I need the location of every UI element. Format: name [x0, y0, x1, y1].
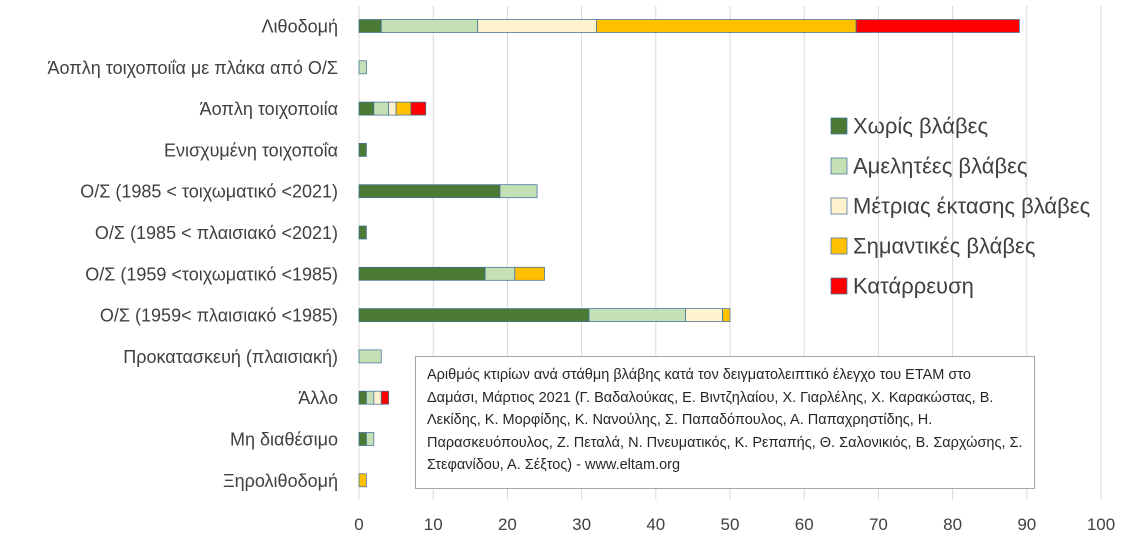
bar-segment: [358, 143, 367, 157]
x-tick-label: 60: [795, 515, 814, 534]
legend-label: Μέτριας έκτασης βλάβες: [853, 194, 1090, 219]
bar-segment: [358, 19, 382, 33]
x-tick-label: 20: [498, 515, 517, 534]
bar-segment: [373, 101, 390, 116]
bar-segment: [499, 184, 538, 199]
bar-segment: [855, 19, 1020, 33]
bar-segment: [358, 184, 501, 199]
x-tick-label: 30: [572, 515, 591, 534]
bar-segment: [588, 308, 686, 322]
x-tick-label: 10: [424, 515, 443, 534]
x-tick-label: 80: [943, 515, 962, 534]
category-label: Προκατασκευή (πλαισιακή): [123, 347, 338, 367]
category-label: Μη διαθέσιμο: [230, 430, 338, 450]
x-tick-label: 70: [869, 515, 888, 534]
category-label: Ο/Σ (1985 < τοιχωματικό <2021): [80, 182, 338, 202]
bar-segment: [395, 101, 412, 116]
bar-segment: [358, 60, 367, 75]
bar-segment: [410, 101, 427, 116]
legend-swatch: [830, 277, 848, 295]
bar-segment: [358, 432, 367, 446]
x-tick-label: 0: [354, 515, 363, 534]
bar-segment: [373, 390, 382, 405]
bar-segment: [358, 101, 375, 116]
category-label: Άοπλη τοιχοποιΐα με πλάκα από Ο/Σ: [48, 58, 338, 78]
bar-segment: [358, 349, 382, 364]
bar-segment: [358, 266, 486, 281]
category-label: Άοπλη τοιχοποιία: [200, 99, 338, 119]
x-tick-label: 90: [1017, 515, 1036, 534]
category-label: Λιθοδομή: [262, 17, 338, 37]
legend-label: Αμελητέες βλάβες: [853, 154, 1028, 179]
legend: Χωρίς βλάβες Αμελητέες βλάβες Μέτριας έκτα…: [830, 114, 1090, 299]
bar-segment: [484, 266, 516, 281]
bar-segment: [380, 19, 479, 33]
category-label: Ξηρολιθοδομή: [223, 471, 338, 491]
category-label: Ο/Σ (1959< πλαισιακό <1985): [100, 306, 338, 326]
category-label: Ενισχυμένη τοιχοποΐα: [164, 140, 338, 160]
bar-segment: [596, 19, 857, 33]
category-label: Άλλο: [298, 388, 338, 408]
bar-segment: [366, 390, 375, 405]
bar-segment: [358, 390, 367, 405]
legend-label: Χωρίς βλάβες: [853, 114, 988, 139]
category-label: Ο/Σ (1985 < πλαισιακό <2021): [95, 223, 338, 243]
bar-segment: [358, 225, 367, 240]
legend-swatch: [830, 197, 848, 215]
legend-swatch: [830, 117, 848, 135]
legend-swatch: [830, 157, 848, 175]
bar-segment: [685, 308, 723, 322]
bar-segment: [358, 308, 590, 322]
source-annotation: Αριθμός κτιρίων ανά στάθμη βλάβης κατά τ…: [415, 356, 1035, 489]
x-tick-labels: 0 10 20 30 40 50 60 70 80 90 100: [354, 515, 1115, 534]
bar-segment: [358, 473, 367, 488]
category-label: Ο/Σ (1959 <τοιχωματικό <1985): [85, 264, 338, 284]
x-tick-label: 40: [646, 515, 665, 534]
bar-segment: [514, 266, 545, 281]
bar-segment: [366, 432, 375, 446]
x-tick-label: 100: [1087, 515, 1115, 534]
legend-label: Κατάρρευση: [853, 274, 974, 299]
category-labels: Λιθοδομή Άοπλη τοιχοποιΐα με πλάκα από Ο/…: [48, 17, 338, 491]
bar-segments: [358, 19, 1020, 488]
bar-segment: [722, 308, 731, 322]
bar-segment: [388, 101, 397, 116]
legend-swatch: [830, 237, 848, 255]
x-tick-label: 50: [721, 515, 740, 534]
bar-segment: [380, 390, 390, 405]
bar-segment: [477, 19, 597, 33]
legend-label: Σημαντικές βλάβες: [853, 234, 1035, 259]
